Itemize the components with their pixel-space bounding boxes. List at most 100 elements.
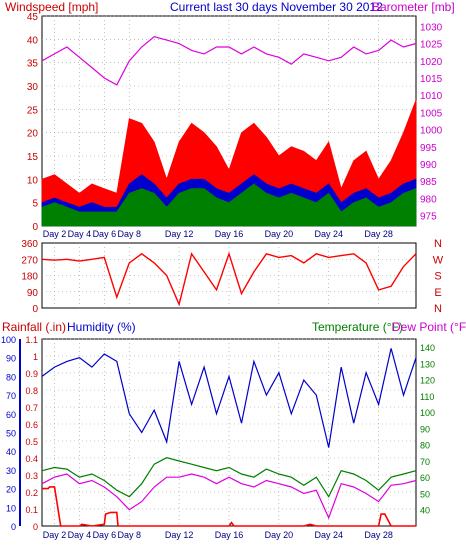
tick-label-temperature: 140 xyxy=(420,343,435,353)
tick-label-temperature: 40 xyxy=(420,506,430,516)
compass-label: N xyxy=(434,238,442,250)
tick-label-windspeed: 20 xyxy=(27,129,39,140)
tick-label-humidity: 80 xyxy=(6,372,16,382)
tick-label-humidity: 70 xyxy=(6,391,16,401)
tick-label-barometer: 1030 xyxy=(420,22,443,33)
tick-label-barometer: 975 xyxy=(420,212,437,223)
x-tick-label: Day 16 xyxy=(215,229,244,239)
x-tick-label: Day 20 xyxy=(265,530,294,540)
tick-label-barometer: 1025 xyxy=(420,40,443,51)
series-line-wind-direction xyxy=(41,251,417,307)
barometer-axis-label: Barometer [mb] xyxy=(372,0,455,14)
tick-label-humidity: 10 xyxy=(6,503,16,513)
tick-label-humidity: 30 xyxy=(6,466,16,476)
x-tick-label: Day 6 xyxy=(93,530,117,540)
tick-label-humidity: 60 xyxy=(6,410,16,420)
tick-label-windspeed: 45 xyxy=(27,12,39,23)
tick-label-temperature: 110 xyxy=(420,392,434,402)
compass-label: E xyxy=(434,287,441,299)
compass-label: S xyxy=(434,271,441,283)
tick-label-temperature: 120 xyxy=(420,376,435,386)
tick-label-temperature: 70 xyxy=(420,457,430,467)
tick-label-rainfall: 0.9 xyxy=(25,369,38,379)
tick-label-rainfall: 0.6 xyxy=(25,420,38,430)
x-tick-label: Day 28 xyxy=(364,229,393,239)
tick-label-direction: 180 xyxy=(21,272,38,283)
tick-label-windspeed: 5 xyxy=(32,199,38,210)
tick-label-humidity: 40 xyxy=(6,447,16,457)
grid-layer xyxy=(19,15,416,526)
tick-label-barometer: 1020 xyxy=(420,57,443,68)
tick-label-rainfall: 0.8 xyxy=(25,386,38,396)
tick-label-temperature: 60 xyxy=(420,473,430,483)
x-tick-label: Day 4 xyxy=(68,530,92,540)
tick-label-humidity: 50 xyxy=(6,429,16,439)
x-tick-label: Day 12 xyxy=(165,530,194,540)
tick-label-windspeed: 35 xyxy=(27,59,39,70)
tick-label-windspeed: 30 xyxy=(27,82,39,93)
tick-label-humidity: 0 xyxy=(11,522,16,532)
tick-label-rainfall: 0.2 xyxy=(25,488,38,498)
series-area-windspeed-gust-low xyxy=(41,183,417,227)
tick-label-rainfall: 0 xyxy=(33,522,38,532)
compass-label: N xyxy=(434,303,442,315)
x-tick-label: Day 6 xyxy=(93,229,117,239)
rainfall-axis-label: Rainfall (.in) xyxy=(2,320,66,334)
series-line-barometer xyxy=(41,36,417,86)
windspeed-axis-label: Windspeed [mph] xyxy=(5,0,98,14)
tick-label-rainfall: 0.7 xyxy=(25,403,38,413)
tick-label-temperature: 80 xyxy=(420,441,430,451)
series-line-dew-point xyxy=(41,473,417,520)
x-tick-label: Day 4 xyxy=(68,229,92,239)
tick-label-temperature: 90 xyxy=(420,424,430,434)
tick-label-temperature: 100 xyxy=(420,408,435,418)
tick-label-windspeed: 0 xyxy=(32,222,38,233)
x-tick-label: Day 24 xyxy=(314,229,343,239)
tick-label-rainfall: 0.3 xyxy=(25,471,38,481)
series-line-rainfall xyxy=(42,486,416,527)
tick-label-temperature: 130 xyxy=(420,359,435,369)
tick-label-barometer: 1000 xyxy=(420,126,443,137)
tick-label-rainfall: 0.1 xyxy=(25,505,38,515)
temperature-axis-label: Temperature (°F) xyxy=(312,320,403,334)
tick-label-humidity: 100 xyxy=(1,335,16,345)
tick-label-rainfall: 1 xyxy=(33,352,38,362)
humidity-axis-label: Humidity (%) xyxy=(67,320,136,334)
tick-label-rainfall: 0.5 xyxy=(25,437,38,447)
tick-label-barometer: 995 xyxy=(420,143,437,154)
tick-label-windspeed: 15 xyxy=(27,152,39,163)
tick-label-direction: 90 xyxy=(27,288,39,299)
tick-layer: 4540353025201510501030102510201015101010… xyxy=(1,12,444,540)
x-tick-label: Day 28 xyxy=(364,530,393,540)
tick-label-barometer: 1015 xyxy=(420,74,443,85)
series-line-temperature xyxy=(41,457,417,498)
series-line-humidity xyxy=(41,348,417,448)
tick-label-windspeed: 10 xyxy=(27,175,39,186)
tick-label-direction: 270 xyxy=(21,255,38,266)
chart-title: Current last 30 days November 30 2012 xyxy=(170,0,383,14)
tick-label-windspeed: 25 xyxy=(27,105,39,116)
tick-label-barometer: 980 xyxy=(420,194,437,205)
tick-label-temperature: 50 xyxy=(420,489,430,499)
tick-label-humidity: 20 xyxy=(6,485,16,495)
x-tick-label: Day 8 xyxy=(118,229,142,239)
tick-label-barometer: 1005 xyxy=(420,108,443,119)
x-tick-label: Day 16 xyxy=(215,530,244,540)
tick-label-barometer: 990 xyxy=(420,160,437,171)
tick-label-barometer: 1010 xyxy=(420,91,443,102)
tick-label-windspeed: 40 xyxy=(27,35,39,46)
x-tick-label: Day 2 xyxy=(43,530,67,540)
tick-label-rainfall: 0.4 xyxy=(25,454,38,464)
x-tick-label: Day 8 xyxy=(118,530,142,540)
tick-label-direction: 360 xyxy=(21,239,38,250)
x-tick-label: Day 12 xyxy=(165,229,194,239)
series-layer xyxy=(41,36,417,527)
x-tick-label: Day 20 xyxy=(265,229,294,239)
tick-label-direction: 0 xyxy=(32,304,38,315)
tick-label-rainfall: 1.1 xyxy=(25,335,38,345)
dewpoint-axis-label: Dew Point (°F) xyxy=(392,320,466,334)
compass-label: W xyxy=(433,254,444,266)
x-tick-label: Day 2 xyxy=(43,229,67,239)
